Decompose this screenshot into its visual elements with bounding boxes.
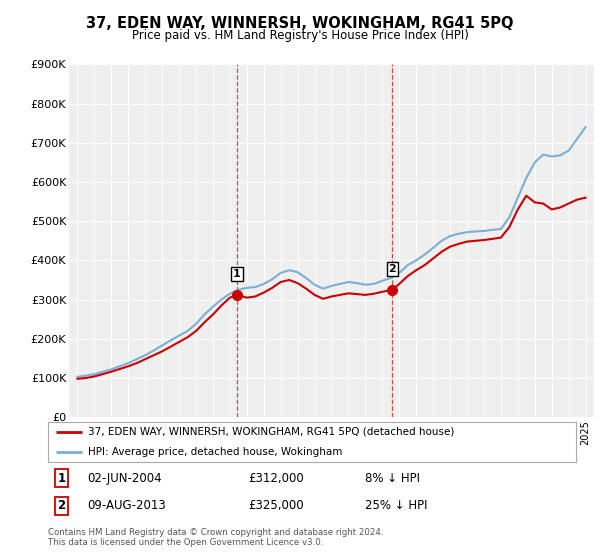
Text: £312,000: £312,000 bbox=[248, 472, 304, 485]
Text: 2: 2 bbox=[389, 264, 397, 274]
Text: 1: 1 bbox=[58, 472, 65, 485]
Text: 2: 2 bbox=[58, 500, 65, 512]
Text: HPI: Average price, detached house, Wokingham: HPI: Average price, detached house, Woki… bbox=[88, 447, 342, 457]
Text: 37, EDEN WAY, WINNERSH, WOKINGHAM, RG41 5PQ (detached house): 37, EDEN WAY, WINNERSH, WOKINGHAM, RG41 … bbox=[88, 427, 454, 437]
Text: 25% ↓ HPI: 25% ↓ HPI bbox=[365, 500, 427, 512]
Text: 8% ↓ HPI: 8% ↓ HPI bbox=[365, 472, 420, 485]
Text: 02-JUN-2004: 02-JUN-2004 bbox=[88, 472, 162, 485]
Text: 09-AUG-2013: 09-AUG-2013 bbox=[88, 500, 166, 512]
Text: £325,000: £325,000 bbox=[248, 500, 304, 512]
Text: 1: 1 bbox=[233, 269, 241, 279]
Text: Price paid vs. HM Land Registry's House Price Index (HPI): Price paid vs. HM Land Registry's House … bbox=[131, 29, 469, 42]
Text: Contains HM Land Registry data © Crown copyright and database right 2024.
This d: Contains HM Land Registry data © Crown c… bbox=[48, 528, 383, 547]
Text: 37, EDEN WAY, WINNERSH, WOKINGHAM, RG41 5PQ: 37, EDEN WAY, WINNERSH, WOKINGHAM, RG41 … bbox=[86, 16, 514, 31]
